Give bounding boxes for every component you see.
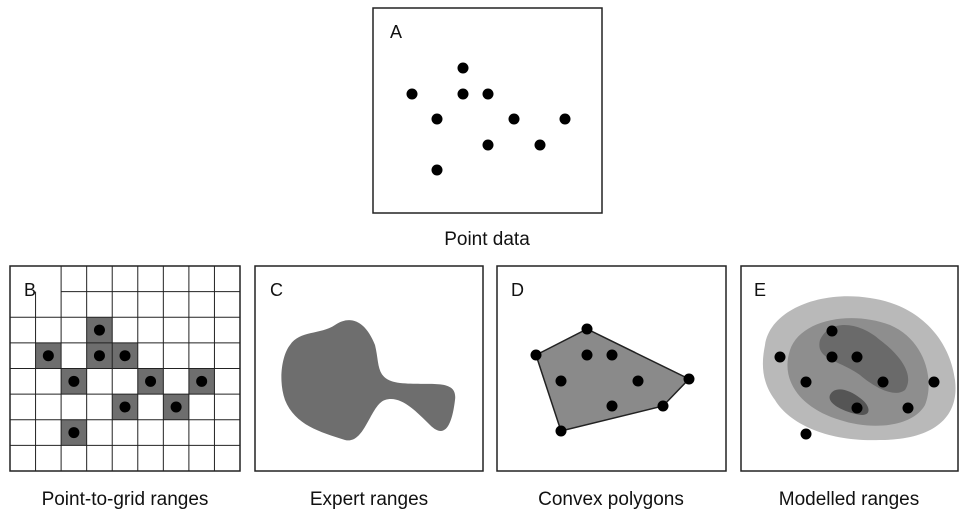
point bbox=[774, 351, 786, 363]
point bbox=[800, 428, 812, 440]
point bbox=[482, 88, 494, 100]
point bbox=[196, 375, 208, 387]
point bbox=[555, 375, 567, 387]
point bbox=[406, 88, 418, 100]
point bbox=[119, 350, 131, 362]
panel-caption: Convex polygons bbox=[538, 489, 684, 510]
point bbox=[68, 427, 80, 439]
expert-range bbox=[281, 320, 456, 441]
panel-caption: Point-to-grid ranges bbox=[42, 489, 209, 510]
panel-label: A bbox=[390, 22, 402, 42]
point bbox=[431, 164, 443, 176]
point bbox=[800, 376, 812, 388]
point bbox=[457, 88, 469, 100]
panel-label: B bbox=[24, 280, 36, 300]
grid bbox=[9, 265, 241, 472]
point bbox=[42, 350, 54, 362]
point bbox=[581, 349, 593, 361]
point bbox=[431, 113, 443, 125]
point bbox=[826, 325, 838, 337]
point bbox=[683, 373, 695, 385]
point bbox=[902, 402, 914, 414]
point bbox=[606, 400, 618, 412]
panel-a-frame bbox=[372, 7, 603, 214]
point bbox=[68, 375, 80, 387]
point bbox=[170, 401, 182, 413]
point bbox=[581, 323, 593, 335]
point bbox=[555, 425, 567, 437]
point bbox=[93, 350, 105, 362]
point bbox=[851, 402, 863, 414]
point bbox=[482, 139, 494, 151]
point bbox=[145, 375, 157, 387]
panel-caption: Expert ranges bbox=[310, 489, 428, 510]
point bbox=[657, 400, 669, 412]
convex-polygon bbox=[535, 328, 691, 432]
point bbox=[877, 376, 889, 388]
panel-label: E bbox=[754, 280, 766, 300]
panel-caption: Point data bbox=[444, 229, 530, 250]
model-band-inner bbox=[819, 324, 909, 393]
point bbox=[508, 113, 520, 125]
point bbox=[928, 376, 940, 388]
point bbox=[530, 349, 542, 361]
point bbox=[559, 113, 571, 125]
panel-caption: Modelled ranges bbox=[779, 489, 919, 510]
point bbox=[606, 349, 618, 361]
point bbox=[457, 62, 469, 74]
point bbox=[632, 375, 644, 387]
panel-label: D bbox=[511, 280, 524, 300]
point bbox=[534, 139, 546, 151]
point bbox=[851, 351, 863, 363]
point bbox=[93, 324, 105, 336]
point bbox=[119, 401, 131, 413]
panel-label: C bbox=[270, 280, 283, 300]
point bbox=[826, 351, 838, 363]
